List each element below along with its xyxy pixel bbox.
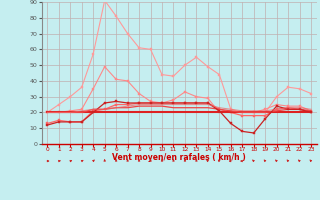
X-axis label: Vent moyen/en rafales ( km/h ): Vent moyen/en rafales ( km/h ) — [112, 153, 246, 162]
